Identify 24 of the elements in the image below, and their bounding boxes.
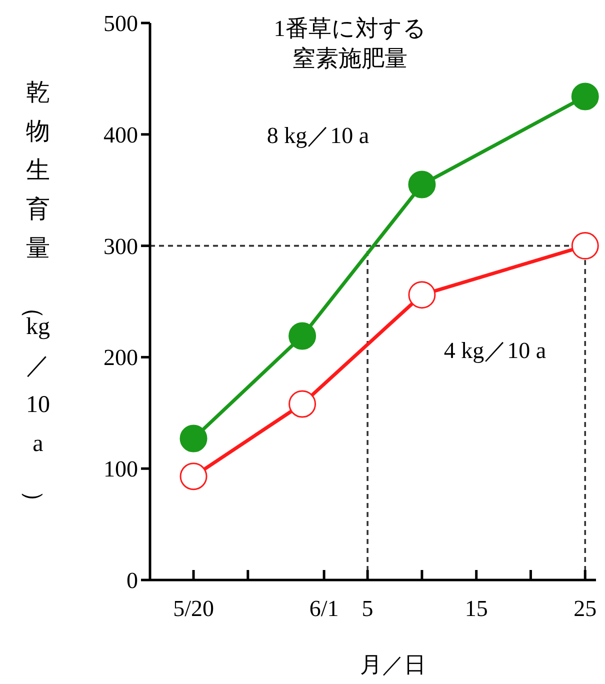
y-tick-label: 200: [104, 345, 138, 370]
point: [408, 170, 436, 198]
x-tick-label: 25: [574, 596, 597, 621]
x-tick-label: 5/20: [173, 596, 214, 621]
point: [571, 232, 599, 260]
point: [288, 322, 316, 350]
point: [180, 424, 208, 452]
point: [408, 281, 436, 309]
x-tick-label: 6/1: [309, 596, 339, 621]
point: [571, 82, 599, 110]
y-tick-label: 300: [104, 234, 138, 259]
y-tick-label: 500: [104, 11, 138, 36]
series-label: 4 kg／10 a: [444, 338, 546, 363]
text: 8 kg／10 a: [266, 123, 370, 148]
y-tick-label: 100: [104, 456, 138, 482]
y-tick-label: 0: [126, 568, 138, 593]
point: [288, 390, 316, 418]
x-tick-label: 15: [464, 596, 488, 621]
y-tick-label: 400: [104, 122, 138, 148]
text: 乾物生育量（kg／10 a）: [20, 80, 50, 514]
point: [180, 462, 208, 490]
x-axis-title: 月／日: [360, 652, 426, 677]
x-tick-label: 5: [362, 596, 374, 621]
chart-title: 1番草に対する窒素施肥量: [274, 16, 426, 71]
